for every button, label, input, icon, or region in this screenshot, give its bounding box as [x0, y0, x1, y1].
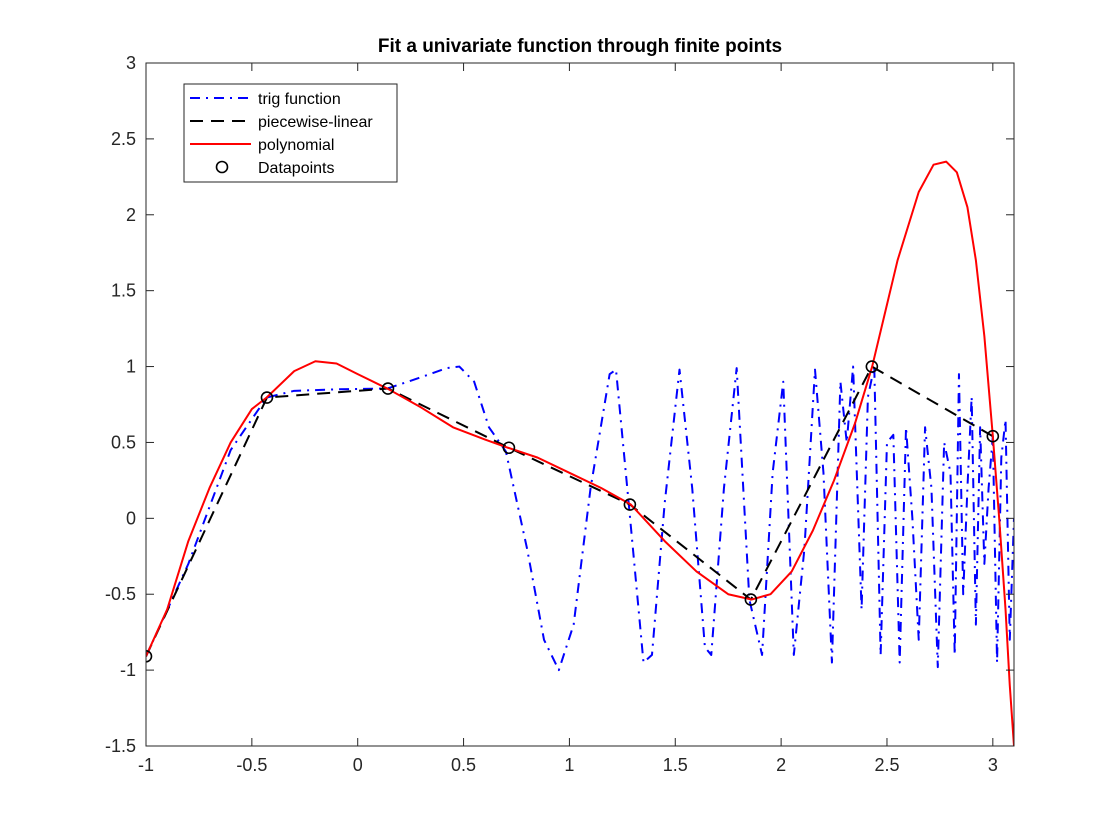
y-tick-label: 1 — [126, 357, 136, 377]
y-tick-label: -1 — [120, 660, 136, 680]
axes-box — [145, 62, 1015, 747]
datapoint-marker — [865, 360, 879, 373]
x-tick-label: 0.5 — [451, 755, 476, 775]
series-line-piecewise-linear — [146, 365, 994, 657]
legend: trig function piecewise-linear polynomial D… — [183, 83, 398, 183]
datapoint-marker — [623, 498, 637, 511]
series-layer — [146, 160, 1014, 746]
datapoint-marker — [986, 429, 1000, 443]
y-tick-label: 2.5 — [111, 129, 136, 149]
x-tick-label: 0 — [353, 755, 363, 775]
y-tick-label: 2 — [126, 205, 136, 225]
datapoint-marker — [744, 593, 758, 606]
y-tick-label: 0.5 — [111, 432, 136, 452]
y-tick-label: -1.5 — [105, 736, 136, 756]
datapoint-marker — [260, 391, 274, 404]
x-tick-label: -0.5 — [236, 755, 267, 775]
x-tick-label: -1 — [138, 755, 154, 775]
axes-layer: -1 -0.5 0 0.5 1 1.5 2 2.5 3-1.5-1-0.500.511.522.… — [105, 53, 1015, 775]
y-tick-label: 0 — [126, 508, 136, 528]
y-tick-label: -0.5 — [105, 584, 136, 604]
legend-label: piecewise-linear — [258, 114, 373, 131]
x-tick-label: 2.5 — [874, 755, 899, 775]
datapoint-marker — [381, 382, 395, 395]
x-tick-label: 3 — [988, 755, 998, 775]
x-tick-label: 1.5 — [663, 755, 688, 775]
legend-label: trig function — [258, 91, 341, 108]
x-tick-label: 2 — [776, 755, 786, 775]
legend-box — [183, 83, 398, 183]
legend-label: Datapoints — [258, 160, 335, 177]
legend-label: polynomial — [258, 137, 334, 154]
y-tick-label: 1.5 — [111, 281, 136, 301]
chart-title: Fit a univariate function through finite… — [378, 36, 782, 57]
y-tick-label: 3 — [126, 53, 136, 73]
x-tick-label: 1 — [564, 755, 574, 775]
datapoint-marker — [502, 441, 516, 455]
legend-marker-datapoints — [215, 160, 229, 174]
series-line-polynomial — [146, 160, 1014, 746]
datapoint-marker — [146, 650, 153, 663]
